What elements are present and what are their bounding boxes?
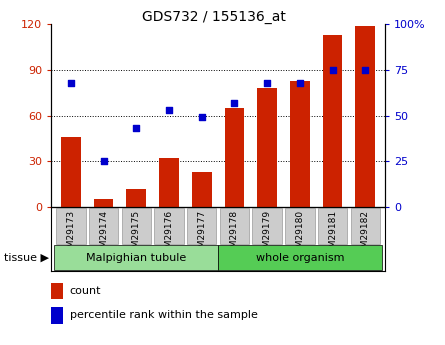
Text: GSM29175: GSM29175 (132, 210, 141, 259)
Point (296, 80, 303, 86)
Text: GSM29177: GSM29177 (197, 210, 206, 259)
Point (231, 100, 238, 106)
FancyBboxPatch shape (187, 208, 216, 244)
Text: GSM29181: GSM29181 (328, 210, 337, 259)
Point (329, 67, 336, 72)
Text: GSM29178: GSM29178 (230, 210, 239, 259)
Bar (290, 80, 310, 207)
Point (166, 107, 173, 113)
Point (198, 115, 205, 120)
FancyBboxPatch shape (285, 208, 315, 244)
FancyBboxPatch shape (54, 246, 218, 270)
FancyBboxPatch shape (154, 208, 184, 244)
Text: tissue ▶: tissue ▶ (4, 253, 49, 263)
Bar (94, 199, 113, 207)
Bar (126, 189, 146, 207)
Bar (323, 35, 342, 207)
FancyBboxPatch shape (56, 208, 85, 244)
FancyBboxPatch shape (89, 208, 118, 244)
FancyBboxPatch shape (220, 208, 249, 244)
FancyBboxPatch shape (218, 246, 382, 270)
Point (362, 67, 369, 72)
Text: whole organism: whole organism (255, 253, 344, 263)
Text: GSM29180: GSM29180 (295, 210, 304, 259)
Text: GSM29176: GSM29176 (165, 210, 174, 259)
Point (133, 126, 140, 131)
Text: GDS732 / 155136_at: GDS732 / 155136_at (142, 10, 286, 24)
Text: Malpighian tubule: Malpighian tubule (86, 253, 186, 263)
Text: percentile rank within the sample: percentile rank within the sample (69, 310, 257, 321)
Bar (51, 283, 63, 299)
Point (100, 159, 107, 164)
FancyBboxPatch shape (351, 208, 380, 244)
Bar (61, 137, 81, 207)
Text: count: count (69, 286, 101, 296)
Text: GSM29182: GSM29182 (361, 210, 370, 259)
Bar (356, 26, 375, 207)
FancyBboxPatch shape (318, 208, 347, 244)
Text: GSM29174: GSM29174 (99, 210, 108, 259)
Point (263, 80, 271, 86)
FancyBboxPatch shape (252, 208, 282, 244)
Bar (192, 172, 211, 207)
Bar (225, 108, 244, 207)
Bar (257, 88, 277, 207)
Point (67, 80, 74, 86)
Text: GSM29173: GSM29173 (66, 210, 75, 259)
FancyBboxPatch shape (121, 208, 151, 244)
Text: GSM29179: GSM29179 (263, 210, 271, 259)
Bar (51, 307, 63, 324)
Bar (159, 158, 179, 207)
